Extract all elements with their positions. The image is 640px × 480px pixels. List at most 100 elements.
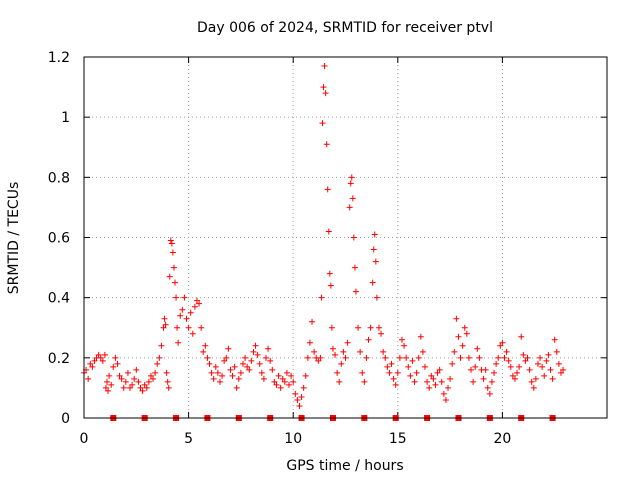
data-point xyxy=(85,375,92,382)
data-point xyxy=(267,357,274,364)
data-point xyxy=(495,354,502,361)
data-point xyxy=(145,378,152,385)
data-point xyxy=(440,390,447,397)
data-point xyxy=(526,366,533,373)
data-point xyxy=(318,294,325,301)
data-point xyxy=(161,315,168,322)
data-point xyxy=(522,357,529,364)
data-point xyxy=(547,366,554,373)
data-point xyxy=(486,390,493,397)
data-point xyxy=(384,363,391,370)
data-point xyxy=(320,84,327,91)
data-point xyxy=(484,384,491,391)
data-point xyxy=(292,390,299,397)
data-point xyxy=(191,303,198,310)
data-point xyxy=(394,369,401,376)
data-point xyxy=(237,369,244,376)
data-point xyxy=(231,363,238,370)
data-point xyxy=(442,396,449,403)
data-point xyxy=(434,369,441,376)
data-point xyxy=(288,372,295,379)
data-point xyxy=(200,348,207,355)
data-point xyxy=(453,315,460,322)
data-point xyxy=(461,324,468,331)
data-point xyxy=(189,330,196,337)
data-point xyxy=(294,396,301,403)
data-point xyxy=(541,372,548,379)
data-point xyxy=(147,372,154,379)
data-point xyxy=(524,354,531,361)
x-tick-label: 20 xyxy=(493,431,511,447)
data-point xyxy=(323,141,330,148)
data-point xyxy=(474,345,481,352)
data-point xyxy=(108,381,115,388)
data-point xyxy=(451,348,458,355)
data-point xyxy=(252,342,259,349)
data-point xyxy=(518,333,525,340)
data-point xyxy=(122,378,129,385)
data-point xyxy=(275,372,282,379)
data-point xyxy=(133,366,140,373)
y-axis-ticks: 0 0.2 0.4 0.6 0.8 1 1.2 xyxy=(48,50,607,427)
data-point xyxy=(447,375,454,382)
data-point xyxy=(426,384,433,391)
data-point xyxy=(152,369,159,376)
data-point xyxy=(386,369,393,376)
data-point xyxy=(317,354,324,361)
data-point xyxy=(281,378,288,385)
x-tick-label: 10 xyxy=(284,431,302,447)
data-point xyxy=(403,354,410,361)
data-point xyxy=(193,297,200,304)
data-point xyxy=(428,372,435,379)
data-point xyxy=(555,360,562,367)
x-axis-label: GPS time / hours xyxy=(286,458,403,474)
x-tick-label: 15 xyxy=(389,431,407,447)
data-point xyxy=(326,270,333,277)
data-point xyxy=(328,324,335,331)
data-point xyxy=(118,375,125,382)
data-point xyxy=(560,366,567,373)
y-axis-label: SRMTID / TECUs xyxy=(6,182,22,295)
data-point xyxy=(110,363,117,370)
data-point xyxy=(530,384,537,391)
data-point xyxy=(449,360,456,367)
y-tick-label: 0.2 xyxy=(48,351,70,367)
data-point xyxy=(214,369,221,376)
data-point xyxy=(124,369,131,376)
data-point xyxy=(112,354,119,361)
data-point xyxy=(104,378,111,385)
data-point xyxy=(283,369,290,376)
data-point xyxy=(375,324,382,331)
data-point xyxy=(532,375,539,382)
data-point xyxy=(229,372,236,379)
data-point xyxy=(421,363,428,370)
data-point xyxy=(472,363,479,370)
data-point xyxy=(304,354,311,361)
data-point xyxy=(91,357,98,364)
data-point xyxy=(89,363,96,370)
data-point xyxy=(336,378,343,385)
data-point xyxy=(172,279,179,286)
data-point xyxy=(105,387,112,394)
data-point xyxy=(169,249,176,256)
data-point xyxy=(505,357,512,364)
data-point xyxy=(175,339,182,346)
data-point xyxy=(279,375,286,382)
data-point xyxy=(181,294,188,301)
data-point xyxy=(551,336,558,343)
data-point xyxy=(457,354,464,361)
data-point xyxy=(99,357,106,364)
data-point xyxy=(436,366,443,373)
data-point xyxy=(557,369,564,376)
data-point xyxy=(319,120,326,127)
data-point xyxy=(166,273,173,280)
data-point xyxy=(338,360,345,367)
data-point xyxy=(497,342,504,349)
data-points xyxy=(81,63,567,409)
data-point xyxy=(160,324,167,331)
data-point xyxy=(380,348,387,355)
data-point xyxy=(491,369,498,376)
data-point xyxy=(537,354,544,361)
data-point xyxy=(260,375,267,382)
